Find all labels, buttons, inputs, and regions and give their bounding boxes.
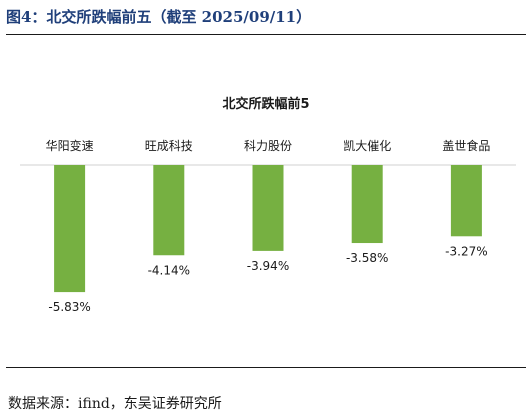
value-label: -3.27% xyxy=(445,244,487,258)
bar xyxy=(153,165,185,256)
figure-title: 图4：北交所跌幅前五（截至 2025/09/11） xyxy=(6,8,312,26)
chart-title: 北交所跌幅前5 xyxy=(222,96,309,112)
bar xyxy=(450,165,482,237)
data-source: 数据来源：ifind，东吴证券研究所 xyxy=(8,396,222,412)
category-label: 华阳变速 xyxy=(46,138,94,153)
top-rule xyxy=(6,34,526,35)
bar xyxy=(252,165,284,251)
bar xyxy=(351,165,383,244)
bottom-rule xyxy=(6,367,526,368)
value-label: -5.83% xyxy=(48,300,90,314)
category-label: 凯大催化 xyxy=(343,139,391,153)
category-label: 科力股份 xyxy=(244,139,292,153)
value-label: -4.14% xyxy=(148,263,190,277)
category-label: 旺成科技 xyxy=(145,139,193,153)
bar xyxy=(54,165,86,293)
category-label: 盖世食品 xyxy=(442,138,490,153)
value-label: -3.94% xyxy=(247,259,289,273)
value-label: -3.58% xyxy=(346,251,388,265)
